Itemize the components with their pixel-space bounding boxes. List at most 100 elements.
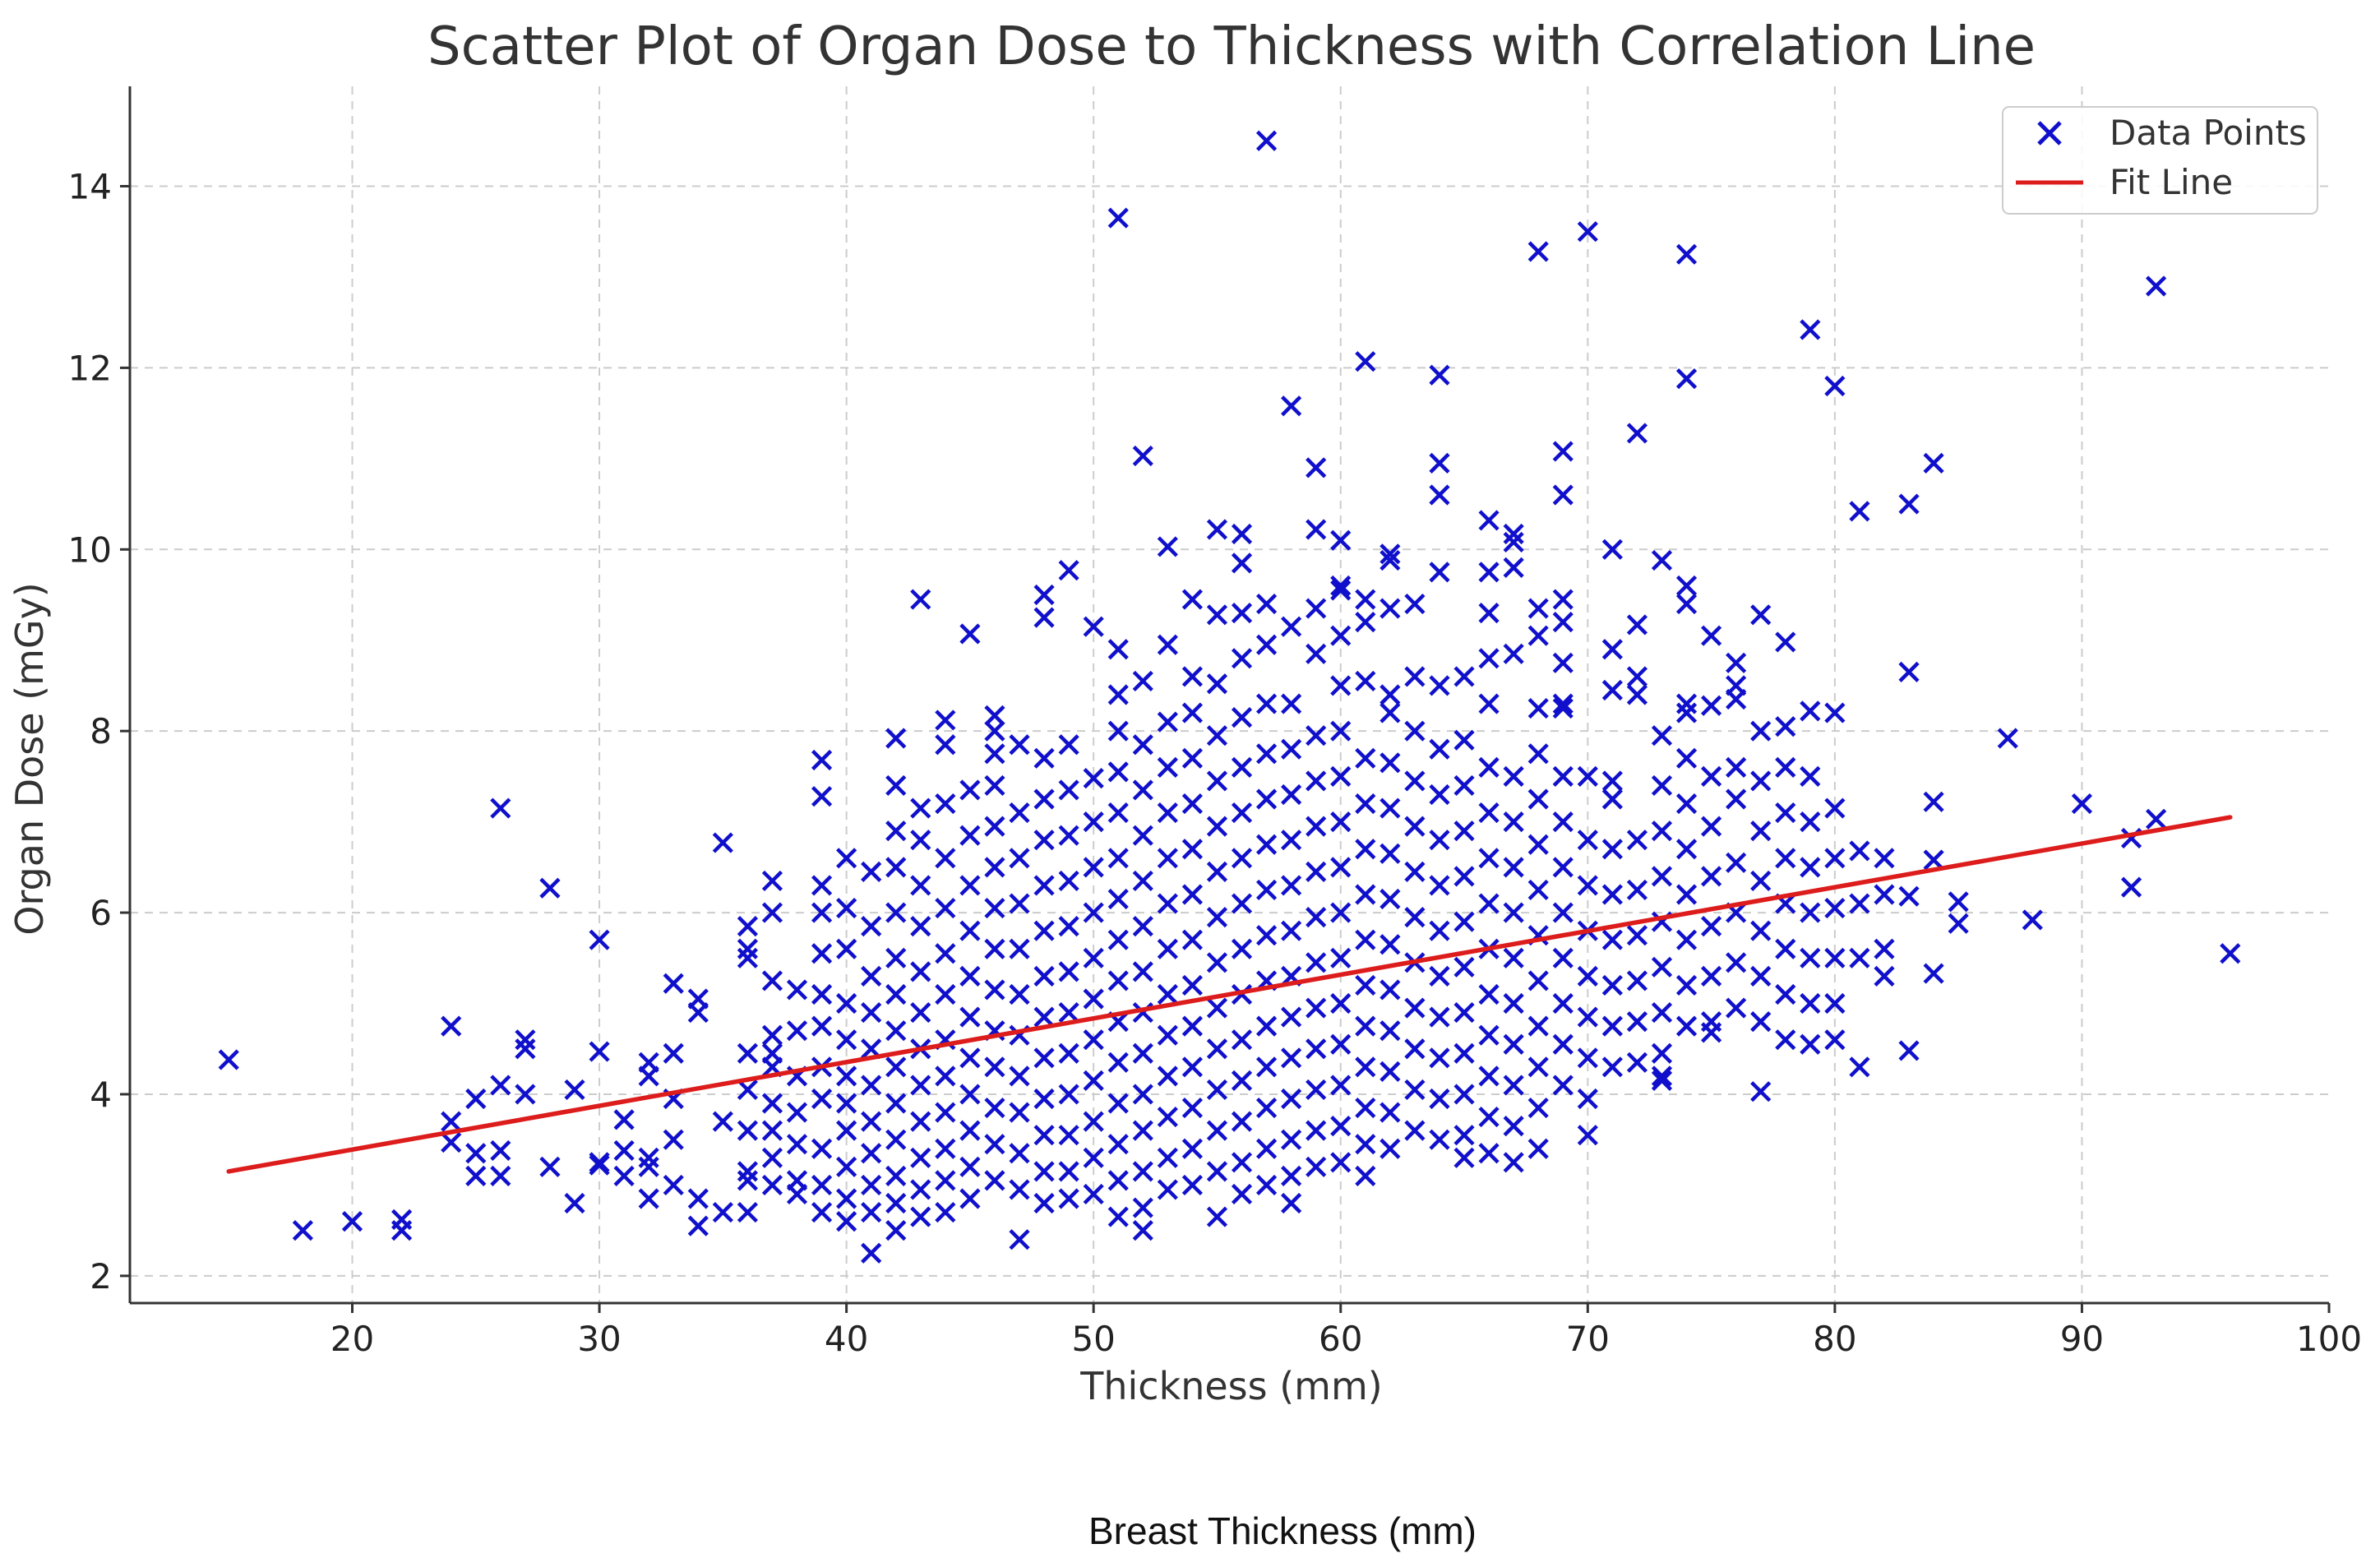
- data-point: [737, 1079, 758, 1101]
- data-point: [1330, 765, 1352, 787]
- data-point: [959, 965, 981, 987]
- y-tick-label: 10: [68, 529, 112, 570]
- data-point: [1132, 670, 1153, 692]
- data-point: [441, 1111, 462, 1132]
- data-point: [1404, 666, 1426, 687]
- data-point: [1206, 952, 1228, 973]
- data-point: [1874, 884, 1895, 905]
- data-point: [1058, 734, 1079, 756]
- data-point: [1429, 675, 1450, 696]
- data-point: [1701, 816, 1722, 837]
- data-point: [1355, 839, 1376, 860]
- data-point: [1206, 997, 1228, 1019]
- data-point: [1306, 952, 1327, 973]
- data-point: [1033, 747, 1055, 769]
- data-point: [811, 786, 833, 807]
- data-point: [1330, 575, 1352, 597]
- data-point: [1306, 519, 1327, 540]
- data-point: [1675, 693, 1698, 714]
- data-point: [1281, 1129, 1302, 1150]
- data-point: [1675, 839, 1698, 860]
- data-point: [1577, 875, 1598, 896]
- x-tick-label: 20: [330, 1319, 374, 1359]
- data-point: [1577, 765, 1598, 787]
- data-point: [885, 820, 907, 842]
- data-point: [1231, 1111, 1253, 1132]
- data-point: [1601, 679, 1623, 701]
- data-point: [1330, 857, 1352, 878]
- legend-box: [2002, 106, 2318, 215]
- data-point: [391, 1220, 413, 1241]
- data-point: [1132, 825, 1153, 846]
- data-point: [1429, 1047, 1450, 1069]
- data-point: [490, 1165, 511, 1186]
- data-point: [910, 1206, 931, 1227]
- data-point: [1033, 1047, 1055, 1069]
- axes: [128, 86, 2329, 1305]
- data-point: [1552, 652, 1574, 673]
- data-point: [1478, 510, 1500, 531]
- data-point: [1132, 445, 1153, 467]
- data-point: [1181, 1015, 1204, 1037]
- data-point: [935, 943, 956, 964]
- x-tick-label: 90: [2060, 1319, 2104, 1359]
- data-point: [1181, 884, 1204, 905]
- data-point: [1478, 648, 1500, 669]
- data-point: [885, 947, 907, 968]
- grid-lines: [130, 86, 2329, 1303]
- data-point: [515, 1084, 536, 1105]
- data-point: [761, 870, 783, 892]
- data-point: [984, 816, 1005, 837]
- data-point: [1453, 956, 1475, 978]
- data-point: [1750, 965, 1772, 987]
- data-point: [1058, 1084, 1079, 1105]
- data-point: [885, 728, 907, 749]
- data-point: [1701, 625, 1722, 646]
- data-point: [1626, 970, 1648, 992]
- data-point: [1552, 1075, 1574, 1096]
- data-point: [1132, 779, 1153, 801]
- data-point: [1231, 756, 1253, 778]
- data-point: [1107, 888, 1129, 910]
- data-point: [1181, 793, 1204, 815]
- data-point: [1379, 684, 1401, 705]
- data-point: [441, 1131, 462, 1153]
- data-point: [1206, 907, 1228, 928]
- data-point: [1503, 902, 1524, 923]
- data-point: [786, 979, 808, 1001]
- data-point: [1281, 616, 1302, 637]
- data-point: [1601, 1056, 1623, 1078]
- data-point: [1181, 974, 1204, 996]
- data-point: [910, 875, 931, 896]
- data-point: [984, 774, 1005, 797]
- data-point: [1849, 893, 1870, 914]
- data-point: [1255, 1097, 1278, 1119]
- data-point: [1157, 1106, 1178, 1128]
- data-point: [1107, 684, 1129, 705]
- data-point: [1503, 1116, 1524, 1137]
- fit-line-group: [226, 815, 2233, 1174]
- data-point: [910, 1147, 931, 1168]
- data-point: [959, 1120, 981, 1141]
- data-point: [885, 774, 907, 797]
- data-point: [712, 832, 733, 853]
- x-tick-label: 50: [1071, 1319, 1115, 1359]
- data-point: [1355, 929, 1376, 950]
- data-point: [811, 875, 833, 896]
- data-point: [1577, 1006, 1598, 1028]
- data-point: [1849, 840, 1870, 862]
- data-point: [811, 943, 833, 964]
- data-point: [1626, 1052, 1648, 1073]
- data-point: [1330, 811, 1352, 833]
- data-point: [1800, 1033, 1821, 1055]
- data-point: [1033, 920, 1055, 941]
- data-point: [1033, 1088, 1055, 1110]
- data-point: [1281, 784, 1302, 806]
- data-point: [935, 1065, 956, 1087]
- data-point: [959, 779, 981, 801]
- data-point: [836, 1211, 857, 1232]
- data-point: [1750, 604, 1772, 626]
- data-point: [1750, 770, 1772, 792]
- data-point: [1750, 820, 1772, 842]
- figure-caption: Breast Thickness (mm): [1088, 1509, 1477, 1552]
